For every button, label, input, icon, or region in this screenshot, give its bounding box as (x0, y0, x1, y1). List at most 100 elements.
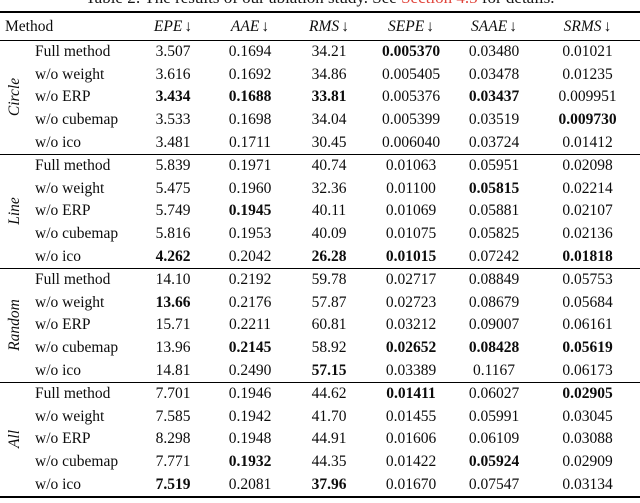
method-cell: Full method (30, 267, 135, 292)
value-cell: 0.01235 (562, 65, 613, 83)
ablation-table: Method EPE ↓ AAE ↓ RMS ↓ SEPE ↓ SAAE ↓ SRMS ↓ … (0, 11, 640, 498)
value-cell: 0.02136 (562, 225, 613, 243)
value-cell: 37.96 (311, 475, 347, 493)
column-header-rms: RMS ↓ (289, 12, 369, 41)
table-row: w/o weight 7.585 0.1942 41.70 0.01455 0.05991… (0, 406, 640, 429)
group-circle: Circle Full method 3.507 0.1694 34.21 0.00537… (0, 39, 640, 155)
value-cell: 40.09 (311, 225, 347, 243)
header-label: EPE (153, 17, 183, 35)
value-cell: 0.2081 (228, 475, 272, 493)
table-row: w/o weight 13.66 0.2176 57.87 0.02723 0.08679… (0, 292, 640, 315)
group-label-text: Random (6, 299, 23, 352)
caption-text-suffix: for details. (478, 0, 555, 7)
table-row: w/o cubemap 7.771 0.1932 44.35 0.01422 0.0592… (0, 451, 640, 474)
value-cell: 0.005370 (369, 39, 453, 64)
value-cell: 34.86 (311, 65, 347, 83)
value-cell: 0.05619 (562, 339, 613, 357)
header-label: SRMS (563, 17, 602, 35)
table-row: w/o ERP 8.298 0.1948 44.91 0.01606 0.06109 0.0… (0, 428, 640, 451)
value-cell: 0.01075 (385, 225, 437, 243)
method-cell: Full method (30, 381, 135, 406)
value-cell: 0.03088 (562, 430, 613, 448)
value-cell: 0.01063 (369, 153, 453, 178)
value-cell: 8.298 (155, 430, 191, 448)
value-cell: 44.35 (311, 452, 347, 470)
header-label: SAAE (471, 17, 508, 35)
method-cell: w/o cubemap (35, 111, 119, 129)
table-row: w/o weight 5.475 0.1960 32.36 0.01100 0.05815… (0, 178, 640, 201)
value-cell: 0.1694 (211, 39, 289, 64)
group-label-line: Line (0, 153, 30, 269)
method-cell: Full method (30, 153, 135, 178)
method-cell: w/o ERP (35, 316, 91, 334)
down-arrow-icon: ↓ (509, 17, 517, 35)
value-cell: 0.005405 (381, 65, 441, 83)
value-cell: 0.05924 (468, 452, 520, 470)
group-label-text: Line (6, 197, 23, 226)
method-cell: Full method (30, 39, 135, 64)
value-cell: 0.1942 (228, 407, 272, 425)
value-cell: 0.05881 (468, 202, 520, 220)
value-cell: 0.01422 (385, 452, 437, 470)
table-row: w/o ERP 5.749 0.1945 40.11 0.01069 0.05881 0.0… (0, 200, 640, 223)
value-cell: 0.05951 (453, 153, 535, 178)
value-cell: 0.03134 (562, 475, 613, 493)
value-cell: 0.01670 (385, 475, 437, 493)
value-cell: 7.771 (155, 452, 191, 470)
table-row: w/o ico 4.262 0.2042 26.28 0.01015 0.07242 0.0… (0, 245, 640, 268)
value-cell: 30.45 (311, 133, 347, 151)
value-cell: 3.434 (155, 88, 191, 106)
table-row: Line Full method 5.839 0.1971 40.74 0.01063 0.… (0, 153, 640, 269)
value-cell: 57.87 (311, 293, 347, 311)
table-row: w/o ERP 3.434 0.1688 33.81 0.005376 0.03437 0.… (0, 86, 640, 109)
value-cell: 15.71 (155, 316, 191, 334)
value-cell: 0.1688 (228, 88, 272, 106)
caption-text-prefix: Table 2: The results of our ablation stu… (85, 0, 401, 7)
value-cell: 0.2192 (211, 267, 289, 292)
value-cell: 5.839 (135, 153, 211, 178)
value-cell: 0.03480 (453, 39, 535, 64)
value-cell: 0.005376 (381, 88, 441, 106)
value-cell: 41.70 (311, 407, 347, 425)
value-cell: 0.05991 (468, 407, 520, 425)
table-row: w/o weight 3.616 0.1692 34.86 0.005405 0.0347… (0, 64, 640, 87)
column-header-aae: AAE ↓ (211, 12, 289, 41)
value-cell: 26.28 (311, 247, 347, 265)
value-cell: 0.02107 (562, 202, 613, 220)
value-cell: 0.05825 (468, 225, 520, 243)
value-cell: 0.1711 (228, 133, 272, 151)
value-cell: 0.03724 (468, 133, 520, 151)
value-cell: 0.03437 (468, 88, 520, 106)
method-cell: w/o ERP (35, 430, 91, 448)
method-cell: w/o weight (35, 293, 105, 311)
value-cell: 0.1945 (228, 202, 272, 220)
method-cell: w/o weight (35, 65, 105, 83)
header-label: RMS (309, 17, 340, 35)
method-cell: w/o ico (35, 475, 82, 493)
value-cell: 0.2145 (228, 339, 272, 357)
value-cell: 0.1692 (228, 65, 272, 83)
value-cell: 0.01818 (562, 247, 613, 265)
value-cell: 0.03212 (385, 316, 437, 334)
value-cell: 0.08428 (468, 339, 520, 357)
header-label: SEPE (388, 17, 425, 35)
column-header-epe: EPE ↓ (135, 12, 211, 41)
group-all: All Full method 7.701 0.1946 44.62 0.01411 0.0… (0, 381, 640, 497)
down-arrow-icon: ↓ (603, 17, 612, 35)
value-cell: 0.03478 (468, 65, 520, 83)
value-cell: 0.01606 (385, 430, 437, 448)
value-cell: 0.2176 (228, 293, 272, 311)
value-cell: 0.05684 (562, 293, 613, 311)
table-row: w/o ERP 15.71 0.2211 60.81 0.03212 0.09007 0.0… (0, 314, 640, 337)
value-cell: 0.01411 (369, 381, 453, 406)
value-cell: 0.006040 (381, 133, 441, 151)
value-cell: 0.2042 (228, 247, 272, 265)
value-cell: 40.74 (289, 153, 369, 178)
value-cell: 0.05815 (468, 179, 520, 197)
table-row: w/o ico 14.81 0.2490 57.15 0.03389 0.1167 0.06… (0, 359, 640, 382)
down-arrow-icon: ↓ (184, 17, 193, 35)
value-cell: 0.02723 (385, 293, 437, 311)
value-cell: 0.05753 (535, 267, 640, 292)
section-link[interactable]: Section 4.3 (401, 0, 478, 7)
value-cell: 32.36 (311, 179, 347, 197)
